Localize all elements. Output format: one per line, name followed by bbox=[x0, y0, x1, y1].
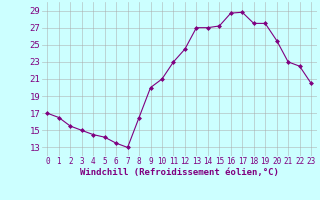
X-axis label: Windchill (Refroidissement éolien,°C): Windchill (Refroidissement éolien,°C) bbox=[80, 168, 279, 177]
